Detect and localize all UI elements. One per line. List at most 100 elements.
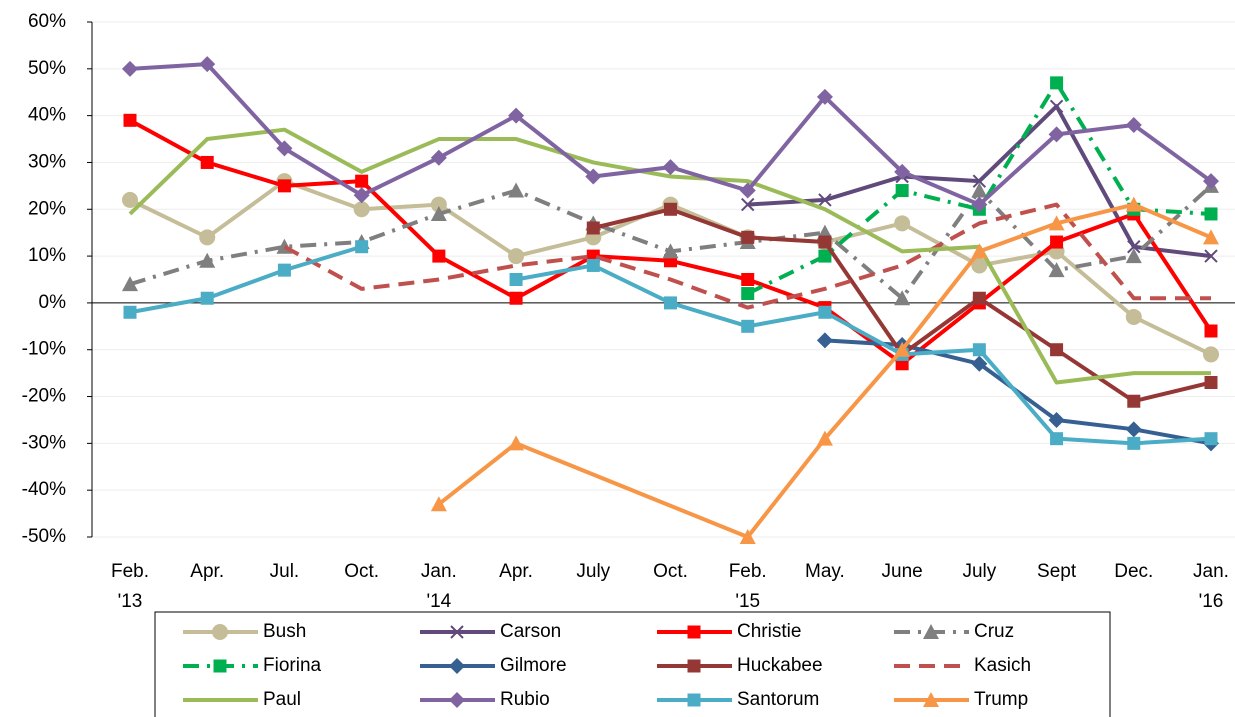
- data-point: [1048, 215, 1065, 231]
- data-point: [664, 202, 677, 216]
- series-line: [129, 244, 363, 315]
- y-tick-label: 40%: [28, 105, 66, 126]
- data-point: [508, 248, 525, 265]
- legend-label: Kasich: [974, 655, 1031, 676]
- y-tick-label: -50%: [22, 526, 66, 547]
- legend-marker: [923, 624, 939, 639]
- series-line: [129, 118, 1213, 366]
- legend-label: Trump: [974, 689, 1028, 710]
- data-point: [508, 182, 525, 198]
- x-tick-label: Jul.: [269, 561, 300, 582]
- data-point: [353, 201, 370, 218]
- x-tick-label: Apr.: [190, 561, 225, 582]
- data-point: [894, 163, 911, 180]
- data-point: [1048, 411, 1065, 428]
- data-point: [971, 196, 988, 213]
- data-point: [1203, 173, 1219, 190]
- data-point: [509, 273, 523, 286]
- data-point: [1203, 229, 1219, 245]
- data-point: [895, 184, 909, 198]
- data-point: [1203, 346, 1219, 363]
- data-point: [971, 355, 988, 372]
- data-point: [1125, 308, 1142, 325]
- y-tick-label: -10%: [22, 339, 66, 360]
- data-point: [199, 229, 216, 246]
- data-point: [1204, 376, 1218, 389]
- data-point: [971, 257, 988, 274]
- legend-marker: [213, 659, 227, 673]
- data-point: [972, 291, 986, 305]
- x-tick-label: Feb. '13: [110, 561, 150, 612]
- series-line: [128, 127, 1211, 385]
- legend-label: Santorum: [737, 689, 819, 710]
- data-point: [508, 435, 525, 451]
- y-tick-label: 0%: [39, 292, 67, 313]
- data-point: [816, 430, 833, 446]
- x-tick-label: Oct.: [653, 561, 688, 582]
- series: [128, 127, 1211, 385]
- data-point: [586, 221, 600, 235]
- x-tick-label: Oct.: [344, 561, 380, 582]
- legend-marker: [923, 692, 939, 707]
- data-point: [971, 243, 988, 259]
- data-point: [972, 174, 987, 188]
- data-point: [1125, 421, 1142, 438]
- y-tick-label: -20%: [22, 386, 66, 407]
- data-point: [430, 496, 447, 512]
- data-point: [1048, 126, 1065, 143]
- series: [283, 202, 1211, 310]
- series: [430, 196, 1219, 544]
- data-point: [818, 249, 832, 263]
- legend-label: Bush: [263, 621, 306, 642]
- data-point: [277, 263, 291, 277]
- data-point: [1125, 196, 1142, 212]
- data-point: [432, 249, 446, 263]
- data-point: [430, 149, 447, 166]
- data-point: [741, 273, 755, 286]
- series: [741, 99, 1218, 263]
- x-tick-label: June: [881, 561, 923, 582]
- data-point: [1127, 436, 1141, 450]
- data-point: [1204, 324, 1218, 338]
- legend-label: Huckabee: [737, 655, 823, 676]
- y-tick-label: 10%: [28, 245, 66, 266]
- legend-label: Rubio: [500, 689, 550, 710]
- y-tick-label: 60%: [28, 11, 66, 32]
- series-line: [515, 263, 1212, 446]
- data-point: [585, 168, 602, 185]
- legend-marker: [450, 625, 464, 639]
- data-point: [199, 252, 216, 268]
- data-point: [1127, 240, 1141, 254]
- data-point: [199, 56, 216, 73]
- series: [122, 56, 1219, 213]
- legend-marker: [449, 658, 465, 674]
- data-point: [200, 155, 214, 169]
- legend-label: Christie: [737, 621, 801, 642]
- data-point: [662, 159, 679, 176]
- data-point: [816, 88, 833, 105]
- x-tick-label: Feb. '15: [728, 561, 767, 612]
- data-point: [662, 243, 679, 259]
- x-tick-label: May.: [805, 561, 845, 582]
- data-point: [1204, 207, 1218, 221]
- data-point: [1125, 117, 1142, 133]
- x-tick-label: July: [962, 561, 997, 582]
- series: [123, 240, 1218, 450]
- data-point: [122, 276, 138, 292]
- data-point: [122, 191, 138, 208]
- data-point: [276, 140, 293, 157]
- data-point: [739, 529, 756, 544]
- data-point: [818, 193, 832, 207]
- legend-marker: [687, 625, 701, 639]
- data-point: [816, 332, 833, 349]
- legend-marker: [687, 659, 701, 673]
- data-point: [739, 182, 756, 199]
- data-point: [664, 296, 677, 310]
- y-tick-label: -30%: [22, 432, 66, 453]
- data-point: [1048, 262, 1065, 278]
- data-point: [972, 343, 986, 357]
- data-point: [509, 291, 523, 305]
- data-point: [818, 235, 832, 249]
- x-tick-label: Jan. '16: [1193, 561, 1229, 612]
